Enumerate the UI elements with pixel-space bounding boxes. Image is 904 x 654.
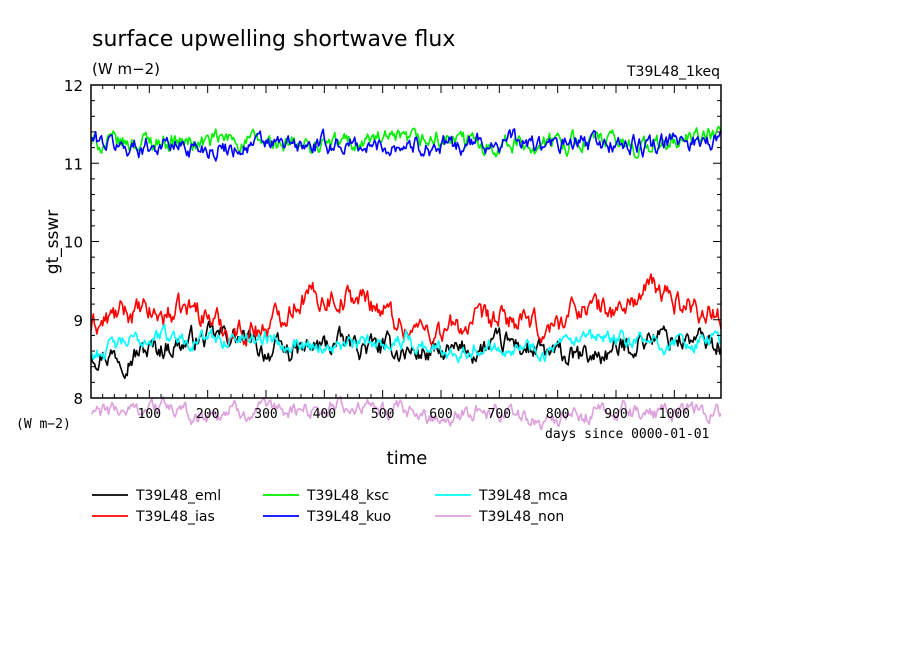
legend-label: T39L48_ksc [306,488,389,504]
x-tick-label: 600 [429,407,452,422]
chart-title: surface upwelling shortwave flux [92,27,455,52]
x-tick-label: 1000 [659,407,690,422]
series-line-T39L48_eml [91,320,721,380]
legend-label: T39L48_ias [135,509,215,525]
x-tick-label: 500 [371,407,394,422]
y-axis-label: gt_sswr [43,210,63,275]
y-tick-label: 12 [64,77,83,95]
series-line-T39L48_mca [91,323,721,364]
x-tick-label: 700 [488,407,511,422]
x-axis-ticks: 100 200 300 400 500 600 700 800 900 1000 [102,85,722,422]
x-axis-label: time [387,448,428,469]
x-tick-label: 800 [546,407,569,422]
x-units-label: days since 0000-01-01 [545,427,709,442]
legend-label: T39L48_eml [135,488,221,504]
legend-label: T39L48_non [478,509,564,525]
x-tick-label: 100 [138,407,161,422]
series-line-T39L48_ias [91,273,721,349]
y-tick-label: 10 [64,234,83,252]
x-tick-label: 300 [254,407,277,422]
y-units-left: (W m−2) [16,417,71,432]
y-tick-label: 9 [73,312,83,330]
x-tick-label: 400 [313,407,336,422]
experiment-label: T39L48_1keq [626,64,720,80]
chart-units: (W m−2) [92,60,160,78]
series-line-T39L48_non [91,395,721,431]
x-tick-label: 900 [604,407,627,422]
legend: T39L48_eml T39L48_ias T39L48_ksc T39L48_kuo… [92,488,568,525]
legend-label: T39L48_kuo [306,509,391,525]
series-line-T39L48_kuo [91,128,721,162]
series-layer [91,125,721,431]
y-tick-label: 8 [73,390,83,408]
legend-label: T39L48_mca [478,488,568,504]
x-tick-label: 200 [196,407,219,422]
y-axis-ticks: 8 9 10 11 12 [64,77,721,408]
y-tick-label: 11 [64,155,83,173]
